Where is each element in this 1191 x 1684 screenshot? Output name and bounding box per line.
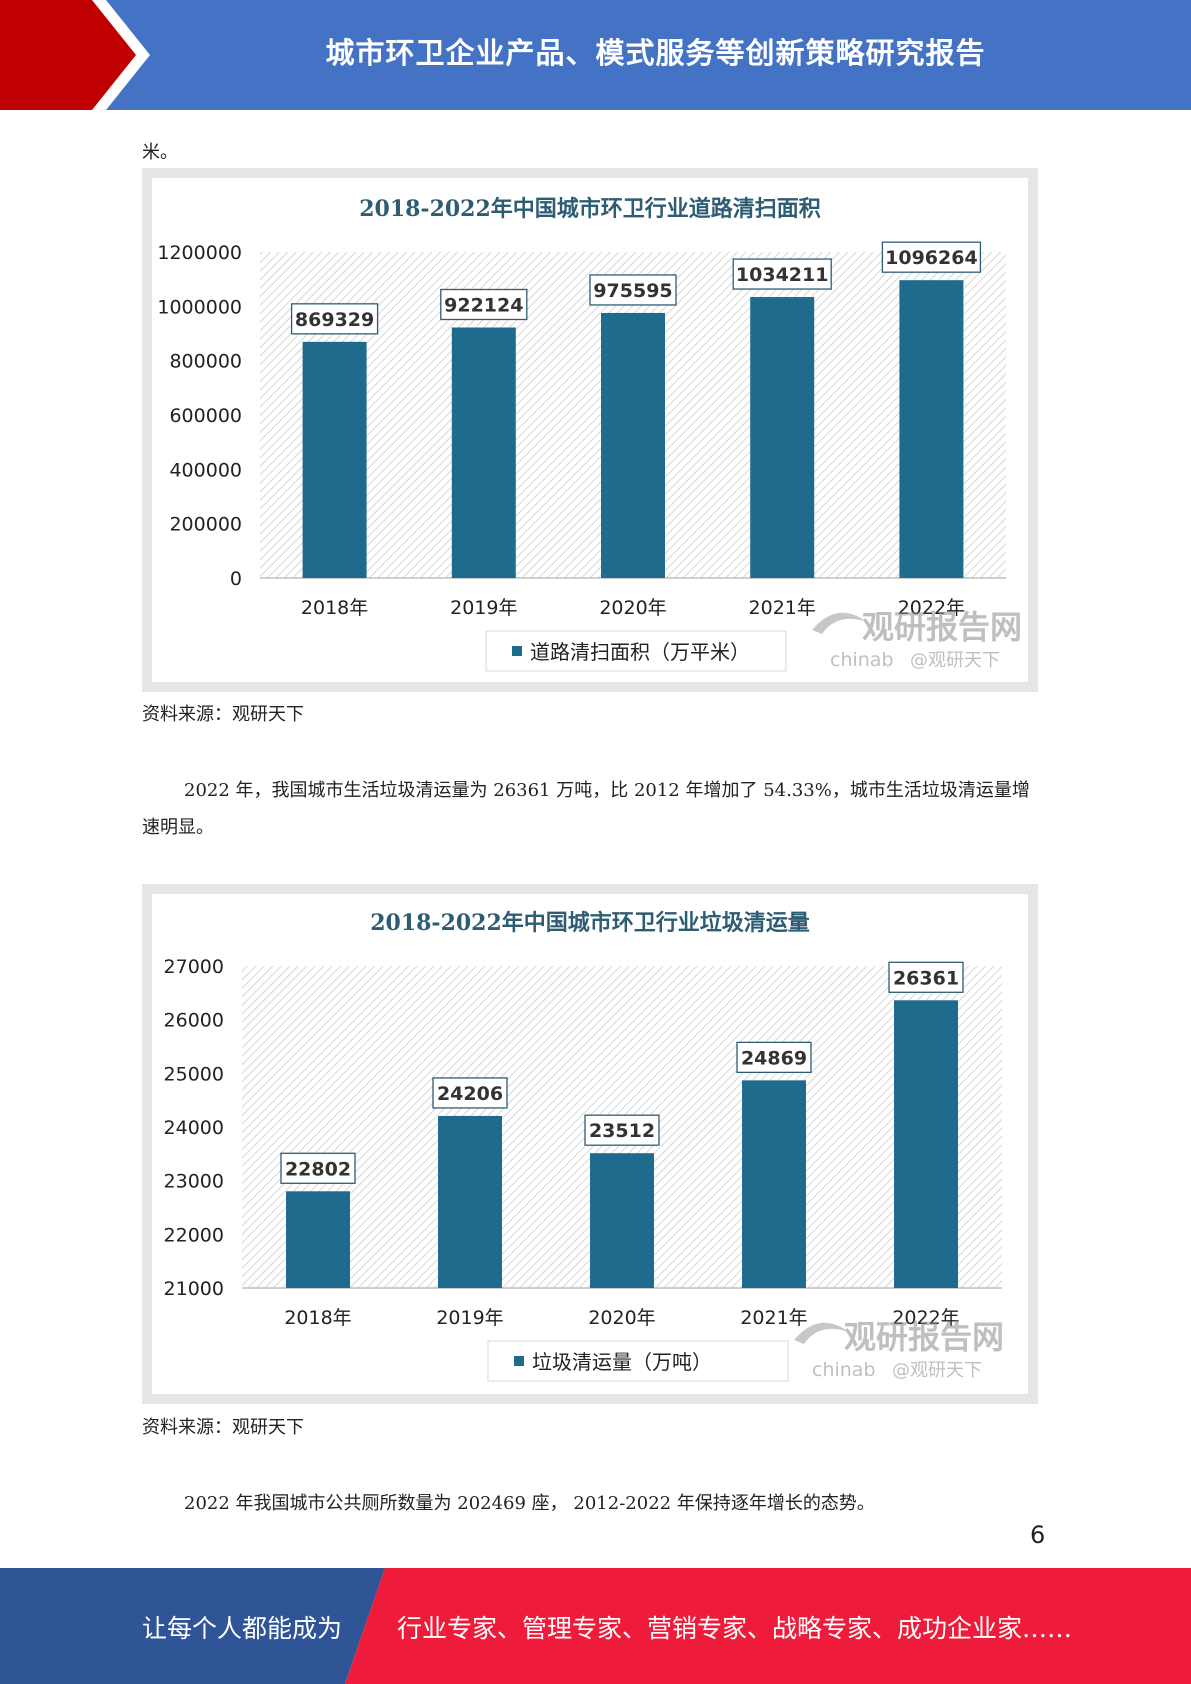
- y-tick-label: 27000: [164, 956, 224, 978]
- data-label: 23512: [589, 1120, 655, 1142]
- data-label: 922124: [444, 294, 523, 316]
- watermark-brand: 观研报告网: [862, 608, 1022, 646]
- bar: [601, 312, 665, 578]
- x-tick-label: 2018年: [284, 1307, 351, 1329]
- page-header: 城市环卫企业产品、模式服务等创新策略研究报告: [0, 0, 1191, 110]
- y-tick-label: 26000: [164, 1010, 224, 1032]
- legend-swatch: [512, 646, 522, 656]
- bar: [742, 1080, 806, 1288]
- legend-label: 垃圾清运量（万吨）: [532, 1350, 712, 1374]
- data-label-box: [881, 241, 982, 273]
- y-tick-label: 25000: [164, 1063, 224, 1085]
- legend-box: [487, 1340, 789, 1382]
- y-tick-label: 200000: [169, 514, 242, 536]
- page-footer: 让每个人都能成为 行业专家、管理专家、营销专家、战略专家、成功企业家……: [0, 1568, 1191, 1684]
- header-red-arrow: [0, 0, 150, 110]
- y-tick-label: 400000: [169, 459, 242, 481]
- data-label-box: [432, 1077, 508, 1109]
- chart-title: 2018-2022年中国城市环卫行业道路清扫面积: [359, 196, 821, 222]
- y-tick-label: 600000: [169, 405, 242, 427]
- data-label-box: [888, 961, 964, 993]
- chart-road-cleaning-svg: 2018-2022年中国城市环卫行业道路清扫面积 0 200000 400000 600…: [152, 178, 1028, 682]
- watermark: 观研报告网 chinab @观研天下: [794, 1318, 1004, 1381]
- data-label: 22802: [285, 1158, 351, 1180]
- watermark-brand: 观研报告网: [844, 1318, 1004, 1356]
- data-label: 1034211: [736, 264, 829, 286]
- y-tick-label: 24000: [164, 1117, 224, 1139]
- paragraph-toilets: 2022 年我国城市公共厕所数量为 202469 座， 2012-2022 年保…: [184, 1493, 875, 1514]
- data-label-box: [440, 288, 528, 321]
- data-label: 1096264: [885, 247, 978, 269]
- source-caption-1: 资料来源：观研天下: [142, 704, 304, 725]
- header-white-stripe: [92, 0, 150, 110]
- header-title: 城市环卫企业产品、模式服务等创新策略研究报告: [325, 36, 986, 70]
- source-caption-2: 资料来源：观研天下: [142, 1417, 304, 1438]
- x-tick-label: 2021年: [740, 1307, 807, 1329]
- x-tick-label: 2022年: [892, 1307, 959, 1329]
- data-label-box: [584, 1114, 660, 1146]
- data-label: 26361: [893, 967, 959, 989]
- y-tick-label: 22000: [164, 1224, 224, 1246]
- text-fragment: 米。: [142, 142, 178, 163]
- data-label-box: [280, 1152, 356, 1184]
- data-label: 24206: [437, 1083, 503, 1105]
- x-tick-label: 2022年: [898, 597, 965, 619]
- y-tick-label: 21000: [164, 1278, 224, 1300]
- bar: [750, 297, 815, 578]
- bar: [894, 1000, 958, 1288]
- watermark-weibo: @观研天下: [910, 650, 1000, 671]
- header-decoration: [0, 0, 150, 110]
- bar: [302, 341, 367, 578]
- x-tick-label: 2020年: [599, 597, 666, 619]
- watermark-domain: chinab: [812, 1359, 876, 1381]
- x-tick-label: 2018年: [301, 597, 368, 619]
- chart-road-cleaning: 2018-2022年中国城市环卫行业道路清扫面积 0 200000 400000 600…: [142, 168, 1038, 692]
- x-tick-label: 2020年: [588, 1307, 655, 1329]
- y-tick-label: 23000: [164, 1171, 224, 1193]
- footer-background: [0, 1568, 1191, 1684]
- chart-title: 2018-2022年中国城市环卫行业垃圾清运量: [370, 910, 810, 936]
- x-tick-label: 2019年: [436, 1307, 503, 1329]
- bar: [451, 327, 516, 578]
- bar: [286, 1191, 350, 1288]
- paragraph-garbage: 2022 年，我国城市生活垃圾清运量为 26361 万吨，比 2012 年增加了…: [142, 780, 1030, 838]
- watermark-logo-icon: [794, 1322, 849, 1344]
- y-tick-label: 800000: [169, 351, 242, 373]
- data-label: 24869: [741, 1047, 807, 1069]
- data-label-box: [290, 303, 379, 335]
- footer-slogan-left: 让每个人都能成为: [142, 1614, 343, 1643]
- watermark-logo-icon: [812, 612, 867, 634]
- bar: [590, 1153, 654, 1288]
- legend-box: [485, 630, 787, 672]
- x-tick-label: 2019年: [450, 597, 517, 619]
- data-label: 975595: [593, 280, 672, 302]
- data-label: 869329: [295, 309, 374, 331]
- page-number: 6: [1030, 1521, 1046, 1549]
- bar: [899, 280, 964, 578]
- watermark-weibo: @观研天下: [892, 1360, 982, 1381]
- chart-garbage-volume: 2018-2022年中国城市环卫行业垃圾清运量 21000 22000 23000 24…: [142, 884, 1038, 1404]
- y-tick-label: 1200000: [157, 242, 242, 264]
- legend-swatch: [514, 1356, 524, 1366]
- watermark-domain: chinab: [830, 649, 894, 671]
- chart-garbage-volume-svg: 2018-2022年中国城市环卫行业垃圾清运量 21000 22000 23000 24…: [152, 894, 1028, 1394]
- footer-slogan-right: 行业专家、管理专家、营销专家、战略专家、成功企业家……: [397, 1614, 1073, 1643]
- bar: [438, 1115, 502, 1288]
- footer-red-band: [345, 1568, 1191, 1684]
- data-label-box: [732, 258, 832, 290]
- data-label-box: [736, 1041, 812, 1074]
- x-tick-label: 2021年: [749, 597, 816, 619]
- y-tick-label: 1000000: [157, 296, 242, 318]
- footer-blue-band: [0, 1568, 385, 1684]
- data-label-box: [589, 274, 677, 306]
- y-tick-label: 0: [230, 568, 242, 590]
- watermark: 观研报告网 chinab @观研天下: [812, 608, 1022, 671]
- legend-label: 道路清扫面积（万平米）: [530, 640, 750, 664]
